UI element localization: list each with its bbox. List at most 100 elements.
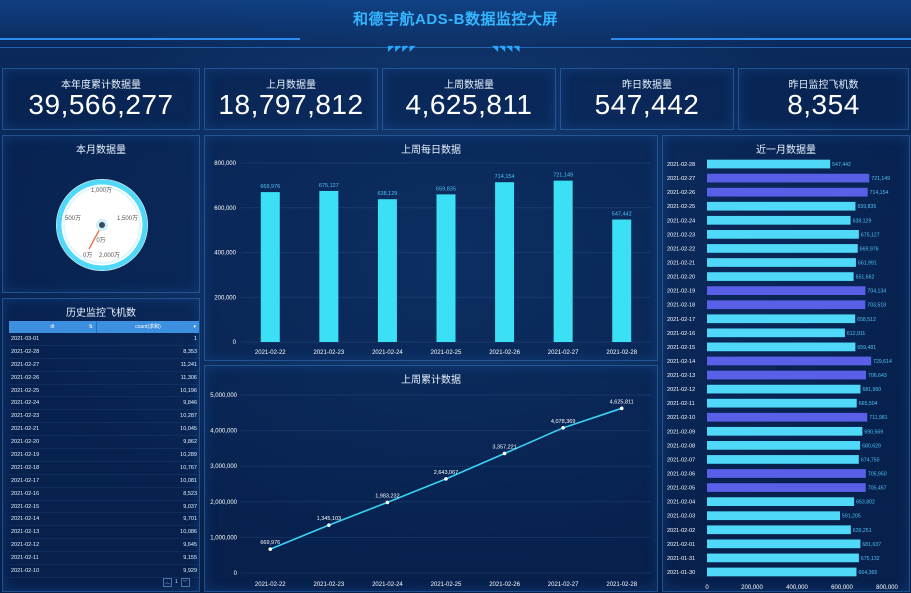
table-row: 2021-02-25 10,196	[9, 385, 199, 398]
kpi-value: 4,625,811	[405, 89, 533, 120]
table-row: 2021-02-18 10,767	[9, 462, 199, 475]
y-tick-label: 2021-02-02	[667, 528, 695, 534]
hbar-value-label: 653,802	[856, 500, 875, 506]
hbar	[707, 328, 845, 338]
hbar-value-label: 658,512	[857, 317, 876, 323]
header: ◤◤◤◤ ◥◥◥◥ 和德宇航ADS-B数据监控大屏	[0, 0, 911, 53]
hbar-value-label: 665,504	[859, 401, 878, 407]
hbar-value-label: 711,981	[869, 415, 887, 421]
kpi-value: 547,442	[594, 89, 700, 120]
data-point	[502, 451, 507, 456]
table-cell-count: 9,846	[183, 400, 197, 407]
gauge-center-label: 0万	[96, 237, 105, 244]
y-tick-label: 2021-02-28	[667, 162, 695, 168]
kpi-value: 18,797,812	[218, 89, 364, 120]
hbar	[707, 230, 859, 239]
bar	[260, 192, 280, 342]
table-cell-dt: 2021-02-18	[11, 464, 40, 471]
column-header-dt[interactable]: dt ⇅	[9, 321, 97, 333]
table-cell-count: 10,767	[180, 464, 197, 471]
y-tick-label: 2021-02-21	[667, 261, 695, 267]
hbar	[707, 215, 851, 225]
table-cell-count: 1	[193, 336, 197, 342]
y-tick-label: 400,000	[214, 251, 236, 257]
table-cell-count: 10,081	[180, 477, 197, 484]
table-cell-count: 9,862	[183, 439, 197, 446]
table-cell-dt: 2021-02-21	[11, 426, 40, 433]
hbar	[707, 370, 866, 380]
table-row: 2021-02-23 10,287	[9, 410, 199, 424]
hbar-value-label: 705,457	[868, 486, 887, 492]
prev-page-icon[interactable]: ︿	[163, 578, 172, 587]
y-tick-label: 2,000,000	[210, 500, 237, 506]
next-page-icon[interactable]: ﹀	[180, 578, 190, 587]
hbar	[707, 455, 859, 464]
x-tick-label: 800,000	[876, 585, 898, 591]
x-tick-label: 2021-02-26	[489, 350, 520, 356]
y-tick-label: 1,000,000	[210, 535, 237, 541]
sort-icon[interactable]: ⇅	[88, 324, 93, 330]
table-cell-count: 9,645	[183, 542, 197, 549]
table-cell-count: 10,196	[180, 387, 197, 394]
data-point	[268, 547, 273, 551]
table-cell-dt: 2021-02-19	[11, 452, 40, 459]
x-tick-label: 200,000	[741, 585, 763, 591]
header-divider-right	[611, 38, 911, 40]
y-tick-label: 4,000,000	[210, 429, 237, 435]
table-cell-dt: 2021-02-15	[11, 503, 40, 510]
table-cell-dt: 2021-02-25	[11, 387, 40, 394]
y-tick-label: 2021-02-19	[667, 289, 695, 295]
gauge-hub-center	[99, 222, 105, 228]
kpi-label: 昨日监控飞机数	[788, 80, 859, 91]
hbar-value-label: 729,614	[873, 359, 892, 365]
kpi-value: 39,566,277	[28, 89, 174, 120]
bar-value-label: 638,129	[377, 191, 397, 197]
gauge-tick-label: 500万	[65, 215, 81, 222]
y-tick-label: 3,000,000	[210, 464, 237, 470]
table-row: 2021-02-17 10,081	[9, 475, 199, 488]
y-tick-label: 2021-02-25	[667, 204, 695, 210]
history-table-panel: 历史监控飞机数 dt ⇅ count(求和) ▾ 2021-03-01 1 2021…	[2, 298, 200, 592]
hbar	[707, 258, 856, 267]
bar-value-label: 721,149	[553, 173, 573, 179]
bar	[377, 199, 397, 342]
hbar	[707, 567, 857, 577]
table-cell-dt: 2021-02-17	[11, 477, 40, 484]
gauge-chart: 0万 0万 500万 1,000万 1,500万 2,000万	[56, 179, 148, 271]
table-cell-count: 9,155	[183, 555, 197, 562]
header-divider-left	[0, 38, 300, 40]
monthly-hbar-chart: 2021-02-28 547,442 2021-02-27 721,149 2021-0…	[667, 159, 899, 591]
table-cell-dt: 2021-02-13	[11, 529, 40, 536]
table-row: 2021-03-01 1	[9, 333, 199, 346]
y-tick-label: 2021-02-03	[667, 514, 695, 520]
bar-value-label: 669,976	[260, 184, 280, 190]
y-tick-label: 2021-01-30	[667, 570, 695, 576]
y-tick-label: 2021-02-05	[667, 486, 695, 492]
header-background	[0, 0, 911, 48]
bar-value-label: 547,442	[612, 212, 632, 218]
hbar	[707, 356, 872, 366]
weekly-bar-chart: 0 200,000 400,000 600,000 800,000 669,976 2021…	[214, 161, 651, 356]
hbar	[707, 244, 858, 253]
y-tick-label: 5,000,000	[210, 393, 237, 399]
table-row: 2021-02-27 11,241	[9, 359, 199, 372]
gauge-ring	[56, 179, 148, 271]
hbar	[707, 286, 866, 295]
table-row: 2021-02-20 9,862	[9, 436, 199, 450]
table-row: 2021-02-15 9,037	[9, 501, 199, 514]
kpi-label: 上周数据量	[444, 80, 494, 91]
hbar-value-label: 690,569	[864, 429, 883, 435]
dropdown-icon[interactable]: ▾	[193, 324, 196, 330]
history-table: dt ⇅ count(求和) ▾ 2021-03-01 1 2021-02-28 8,…	[9, 321, 199, 578]
hbar-value-label: 675,132	[861, 556, 880, 562]
table-cell-count: 11,241	[180, 361, 197, 368]
y-tick-label: 2021-02-27	[667, 176, 695, 182]
x-tick-label: 2021-02-23	[314, 350, 345, 356]
hbar-value-label: 664,365	[858, 570, 877, 576]
column-header-count[interactable]: count(求和) ▾	[97, 321, 199, 333]
x-tick-label: 2021-02-23	[314, 582, 345, 588]
hbar	[707, 553, 859, 563]
table-cell-dt: 2021-02-16	[11, 490, 40, 497]
table-row: 2021-02-21 10,045	[9, 423, 199, 437]
x-tick-label: 600,000	[831, 585, 853, 591]
